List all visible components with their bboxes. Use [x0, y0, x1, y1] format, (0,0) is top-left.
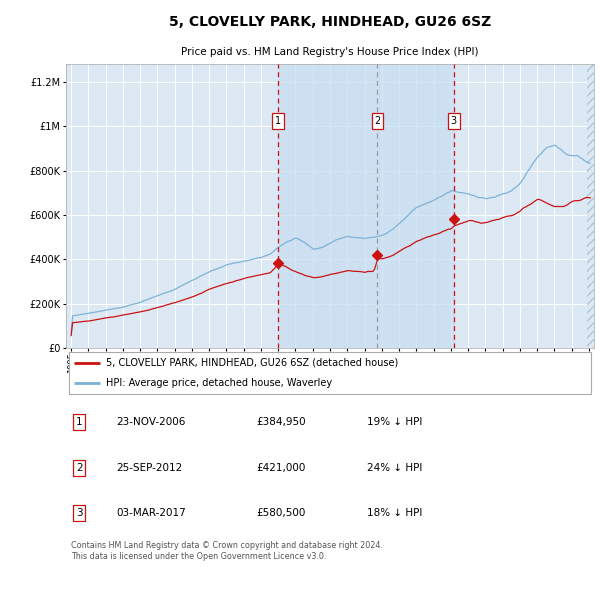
Text: 19% ↓ HPI: 19% ↓ HPI: [367, 417, 422, 427]
Text: 24% ↓ HPI: 24% ↓ HPI: [367, 463, 422, 473]
Text: 03-MAR-2017: 03-MAR-2017: [116, 509, 186, 518]
Text: 1: 1: [275, 116, 281, 126]
Text: 23-NOV-2006: 23-NOV-2006: [116, 417, 185, 427]
Text: Contains HM Land Registry data © Crown copyright and database right 2024.
This d: Contains HM Land Registry data © Crown c…: [71, 541, 383, 560]
Text: 1: 1: [76, 417, 83, 427]
Text: £421,000: £421,000: [256, 463, 305, 473]
Text: 3: 3: [76, 509, 83, 518]
Text: 2: 2: [374, 116, 380, 126]
Text: 5, CLOVELLY PARK, HINDHEAD, GU26 6SZ (detached house): 5, CLOVELLY PARK, HINDHEAD, GU26 6SZ (de…: [106, 358, 398, 368]
Bar: [587, 64, 594, 348]
Text: 3: 3: [451, 116, 457, 126]
Text: 25-SEP-2012: 25-SEP-2012: [116, 463, 182, 473]
Text: 18% ↓ HPI: 18% ↓ HPI: [367, 509, 422, 518]
FancyBboxPatch shape: [68, 352, 592, 394]
Text: Price paid vs. HM Land Registry's House Price Index (HPI): Price paid vs. HM Land Registry's House …: [181, 47, 479, 57]
Text: 5, CLOVELLY PARK, HINDHEAD, GU26 6SZ: 5, CLOVELLY PARK, HINDHEAD, GU26 6SZ: [169, 15, 491, 29]
Text: HPI: Average price, detached house, Waverley: HPI: Average price, detached house, Wave…: [106, 378, 332, 388]
Bar: [278, 64, 454, 348]
Text: £384,950: £384,950: [256, 417, 306, 427]
Text: 2: 2: [76, 463, 83, 473]
Text: £580,500: £580,500: [256, 509, 305, 518]
